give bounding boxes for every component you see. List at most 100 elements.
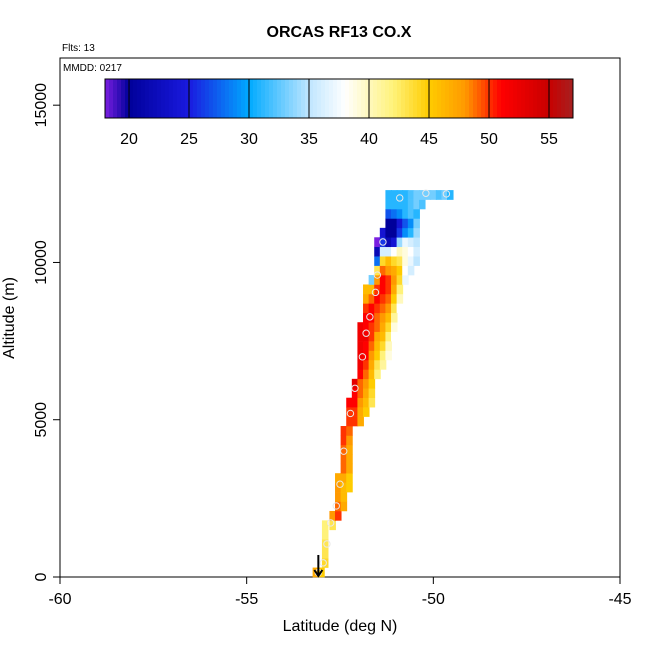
colorbar-segment [377, 79, 382, 118]
colorbar-segment [285, 79, 290, 118]
heatmap-cell [413, 256, 420, 266]
heatmap-cell [413, 208, 420, 219]
heatmap-cell [351, 397, 359, 408]
heatmap-cell [340, 435, 348, 446]
colorbar-segment [385, 79, 390, 118]
heatmap-cell [396, 275, 404, 285]
colorbar-segment [173, 79, 178, 118]
heatmap-cell [391, 218, 398, 229]
colorbar-segment [525, 79, 530, 118]
heatmap-cell [374, 293, 381, 304]
colorbar: 20 25 30 35 40 45 50 55 [104, 78, 574, 148]
flight-points [314, 189, 451, 577]
heatmap-cell [340, 482, 348, 493]
colorbar-segment [473, 79, 478, 118]
heatmap-cell [391, 190, 398, 200]
heatmap-cell [385, 275, 392, 285]
heatmap-cell [413, 237, 420, 248]
date-label: MMDD: 0217 [63, 63, 122, 74]
colorbar-segment [149, 79, 154, 118]
colorbar-segment [457, 79, 462, 118]
heatmap-cell [385, 303, 392, 314]
flight-point [422, 189, 430, 197]
heatmap-cell [413, 246, 420, 257]
heatmap-cell [379, 331, 387, 342]
colorbar-segment [225, 79, 230, 118]
colorbar-segment [153, 79, 158, 118]
flight-point [326, 519, 335, 527]
colorbar-segment [341, 79, 346, 118]
heatmap-cell [396, 199, 404, 210]
heatmap-cell [363, 284, 370, 295]
heatmap-cell [363, 359, 370, 370]
heatmap-cell [379, 284, 387, 295]
heatmap-cell [340, 426, 348, 436]
colorbar-segment [237, 79, 242, 118]
heatmap-cell [363, 322, 370, 332]
heatmap-cell [385, 322, 392, 332]
heatmap-cell [340, 463, 348, 474]
colorbar-segment [349, 79, 354, 118]
colorbar-segment [309, 79, 314, 118]
colorbar-segment [465, 79, 470, 118]
flight-point [336, 480, 344, 488]
heatmap-cell [368, 341, 376, 351]
flight-point [319, 559, 327, 567]
heatmap-cell [396, 293, 404, 304]
colorbar-segment [449, 79, 454, 118]
heatmap-cell [346, 454, 353, 465]
heatmap-cell [385, 227, 392, 238]
colorbar-segment [569, 79, 574, 118]
colorbar-tick-label: 20 [120, 131, 138, 148]
colorbar-segment [433, 79, 438, 118]
heatmap-cell [346, 473, 353, 483]
heatmap-cell [391, 303, 398, 314]
colorbar-tick-label: 40 [360, 131, 378, 148]
heatmap-cell [357, 322, 364, 332]
heatmap-cell [335, 473, 342, 483]
heatmap-cell [374, 322, 381, 332]
heatmap-cell [407, 199, 415, 210]
heatmap-cell [340, 473, 348, 483]
heatmap-cell [402, 227, 409, 238]
heatmap-cell [385, 331, 392, 342]
colorbar-segment [501, 79, 506, 118]
heatmap-cell [346, 407, 353, 417]
heatmap-cell [346, 416, 353, 427]
heatmap-cell [368, 284, 376, 295]
heatmap-cell [402, 265, 409, 276]
colorbar-tick-label: 30 [240, 131, 258, 148]
heatmap-cell [335, 482, 342, 493]
flight-point [351, 384, 359, 392]
colorbar-segment [217, 79, 222, 118]
heatmap-cell [357, 397, 364, 408]
flight-point [366, 313, 374, 321]
colorbar-segment [345, 79, 350, 118]
flight-point [358, 353, 367, 361]
colorbar-segment [177, 79, 182, 118]
heatmap-cell [391, 331, 398, 342]
heatmap-cell [379, 237, 387, 248]
heatmap-cell [396, 208, 404, 219]
heatmap-cell [321, 520, 329, 531]
heatmap-cell [391, 265, 398, 276]
heatmap-cell [407, 265, 415, 276]
heatmap-cell [368, 275, 376, 285]
colorbar-segment [189, 79, 194, 118]
heatmap-cells [312, 190, 454, 578]
colorbar-tick-label: 45 [420, 131, 438, 148]
colorbar-segment [493, 79, 498, 118]
heatmap-cell [379, 227, 387, 238]
heatmap-cell [402, 208, 409, 219]
heatmap-cell [407, 208, 415, 219]
heatmap-cell [385, 293, 392, 304]
colorbar-segment [353, 79, 358, 118]
y-tick-label: 10000 [33, 240, 50, 285]
colorbar-tick-label: 35 [300, 131, 318, 148]
colorbar-segment [417, 79, 422, 118]
heatmap-cell [407, 246, 415, 257]
heatmap-cell [351, 407, 359, 417]
colorbar-segment [481, 79, 486, 118]
heatmap-cell [391, 246, 398, 257]
